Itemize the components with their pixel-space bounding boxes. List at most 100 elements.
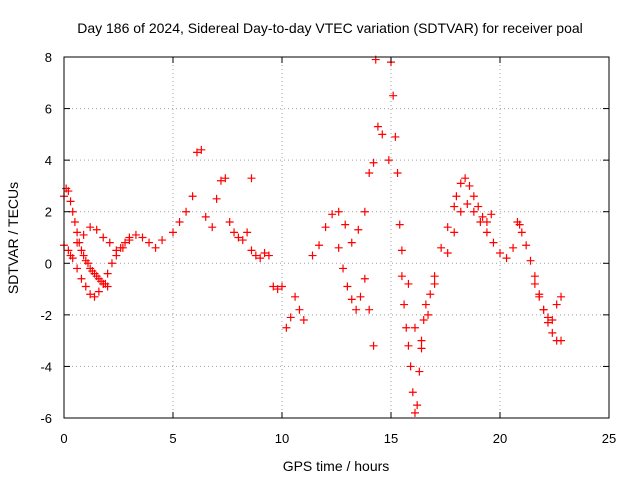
data-point [410, 323, 419, 332]
data-point [402, 323, 411, 332]
data-point [548, 316, 557, 325]
series-sat-j [443, 199, 524, 263]
series-sat-g [334, 243, 378, 350]
series-sat-a [60, 184, 112, 291]
data-point [151, 243, 160, 252]
data-point [404, 279, 413, 288]
data-point [456, 207, 465, 216]
data-point [421, 300, 430, 309]
data-point [182, 207, 191, 216]
data-point [389, 91, 398, 100]
data-point [347, 295, 356, 304]
data-points [60, 55, 566, 417]
data-point [417, 344, 426, 353]
data-point [169, 228, 177, 237]
data-point [476, 218, 485, 227]
data-point [443, 223, 452, 232]
data-point [201, 212, 210, 221]
data-point [400, 300, 409, 309]
data-point [103, 269, 112, 278]
y-tick-label: 2 [45, 205, 52, 220]
x-tick-label: 25 [602, 431, 616, 446]
data-point [450, 228, 459, 237]
data-point [230, 228, 239, 237]
data-point [321, 223, 330, 232]
data-point [489, 238, 498, 247]
data-point [86, 290, 95, 299]
data-point [278, 282, 286, 291]
y-tick-label: -4 [40, 359, 52, 374]
data-point [456, 179, 465, 188]
data-point [543, 313, 552, 322]
data-point [452, 192, 461, 201]
data-point [112, 246, 121, 255]
data-point [121, 238, 130, 247]
data-point [482, 228, 491, 237]
data-point [99, 279, 108, 288]
series-sat-b [60, 233, 134, 301]
data-point [79, 230, 88, 239]
data-point [295, 305, 304, 314]
data-point [413, 401, 422, 410]
data-point [118, 243, 127, 252]
data-point [334, 207, 343, 216]
data-point [461, 174, 470, 183]
data-point [92, 225, 101, 234]
x-axis-ticks: 0 5 10 15 20 25 [60, 57, 616, 446]
data-point [99, 233, 108, 242]
data-point [68, 207, 77, 216]
data-point [208, 223, 217, 232]
data-point [397, 272, 406, 281]
data-point [197, 145, 206, 154]
data-point [469, 192, 478, 201]
data-point [90, 292, 99, 301]
y-axis-label: SDTVAR / TECUs [5, 182, 21, 294]
data-point [517, 228, 526, 237]
data-point [341, 220, 350, 229]
data-point [509, 243, 518, 252]
data-point [216, 176, 225, 185]
data-point [212, 194, 221, 203]
data-point [450, 202, 459, 211]
y-tick-label: 4 [45, 153, 52, 168]
data-point [103, 282, 112, 291]
data-point [158, 236, 167, 245]
y-tick-label: 0 [45, 256, 52, 271]
data-point [94, 287, 103, 296]
series-sat-c [66, 223, 167, 260]
x-tick-label: 15 [384, 431, 398, 446]
data-point [548, 328, 557, 337]
y-tick-label: 8 [45, 50, 52, 65]
data-point [415, 367, 424, 376]
series-sat-f [308, 122, 382, 260]
data-point [77, 274, 86, 283]
y-tick-label: -2 [40, 308, 52, 323]
data-point [424, 310, 433, 319]
data-point [502, 254, 511, 263]
y-tick-label: 6 [45, 102, 52, 117]
x-tick-label: 0 [60, 431, 67, 446]
data-point [410, 408, 419, 417]
data-point [373, 122, 382, 131]
x-axis-label: GPS time / hours [283, 458, 390, 474]
data-point [188, 192, 197, 201]
data-point [269, 282, 278, 291]
data-point [395, 220, 404, 229]
data-point [356, 292, 365, 301]
data-point [391, 132, 400, 141]
data-point [286, 313, 295, 322]
data-point [347, 238, 356, 247]
data-point [238, 236, 247, 245]
data-point [393, 169, 402, 178]
data-point [125, 236, 134, 245]
data-point [513, 218, 522, 227]
data-point [81, 282, 90, 291]
data-point [291, 292, 300, 301]
data-point [264, 251, 273, 260]
data-point [221, 174, 230, 183]
data-point [430, 279, 439, 288]
data-point [107, 259, 116, 268]
chart-title: Day 186 of 2024, Sidereal Day-to-day VTE… [77, 20, 583, 36]
series-sat-h [371, 55, 439, 417]
data-point [64, 187, 73, 196]
